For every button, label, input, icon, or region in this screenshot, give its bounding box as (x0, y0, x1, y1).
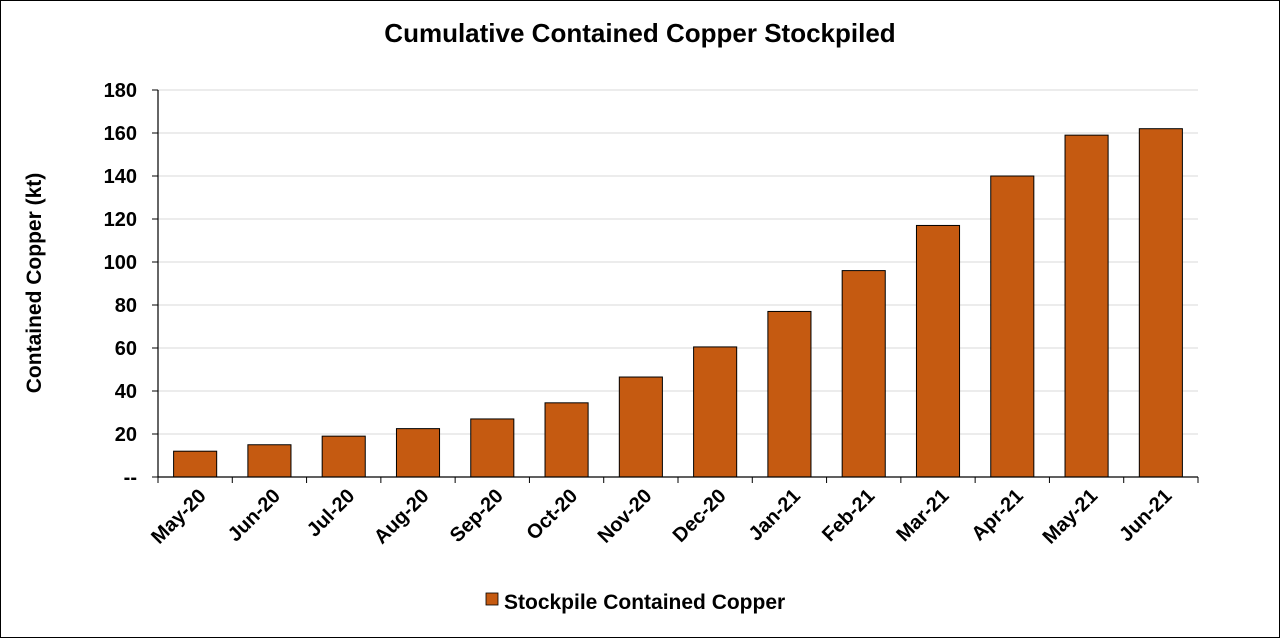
x-tick-label: May-20 (147, 485, 211, 549)
bar (1138, 128, 1183, 478)
x-tick-label: Oct-20 (523, 485, 583, 545)
bar (618, 376, 663, 478)
legend-swatch (485, 592, 499, 606)
x-tick-label: May-21 (1039, 485, 1103, 549)
bars (173, 128, 1183, 478)
y-tick-label: 120 (104, 209, 137, 231)
y-tick-labels: -- 20 40 60 80 100 120 140 160 180 (104, 80, 137, 489)
y-tick-label: 80 (115, 295, 137, 317)
x-tick-label: Nov-20 (594, 485, 657, 548)
x-tick-label: Mar-21 (892, 485, 953, 546)
x-tick-label: Aug-20 (370, 485, 433, 548)
y-tick-label: 160 (104, 123, 137, 145)
legend-label: Stockpile Contained Copper (504, 591, 785, 614)
y-tick-label: 20 (115, 424, 137, 446)
x-tick-labels: May-20 Jun-20 Jul-20 Aug-20 Sep-20 Oct-20 Nov-… (147, 485, 1176, 549)
x-tick-label: Jul-20 (303, 485, 359, 541)
bar (693, 346, 738, 478)
bar (915, 224, 961, 478)
legend: Stockpile Contained Copper (485, 591, 785, 614)
axes (152, 89, 1199, 483)
x-tick-label: Dec-20 (669, 485, 731, 547)
y-tick-label: 60 (115, 338, 137, 360)
x-tick-label: Jun-20 (224, 485, 285, 546)
bar (841, 270, 886, 478)
bar (767, 310, 812, 478)
y-tick-label: 180 (104, 80, 137, 102)
x-tick-label: Sep-20 (446, 485, 508, 547)
y-tick-label: -- (124, 467, 137, 489)
grid-lines (158, 89, 1198, 435)
x-tick-label: Jan-21 (745, 485, 805, 545)
chart-title: Cumulative Contained Copper Stockpiled (384, 18, 895, 48)
x-tick-label: Jun-21 (1115, 485, 1176, 546)
y-tick-label: 40 (115, 381, 137, 403)
bar (1064, 134, 1109, 478)
y-tick-label: 140 (104, 166, 137, 188)
bar (544, 402, 589, 478)
bar (470, 418, 515, 478)
y-axis-label: Contained Copper (kt) (23, 173, 46, 394)
y-tick-label: 100 (104, 252, 137, 274)
x-tick-label: Apr-21 (967, 485, 1027, 545)
bar (321, 435, 366, 478)
x-tick-label: Feb-21 (818, 485, 879, 546)
bar (173, 450, 218, 478)
bar (247, 444, 292, 478)
bar (395, 428, 441, 478)
bar (990, 175, 1035, 478)
